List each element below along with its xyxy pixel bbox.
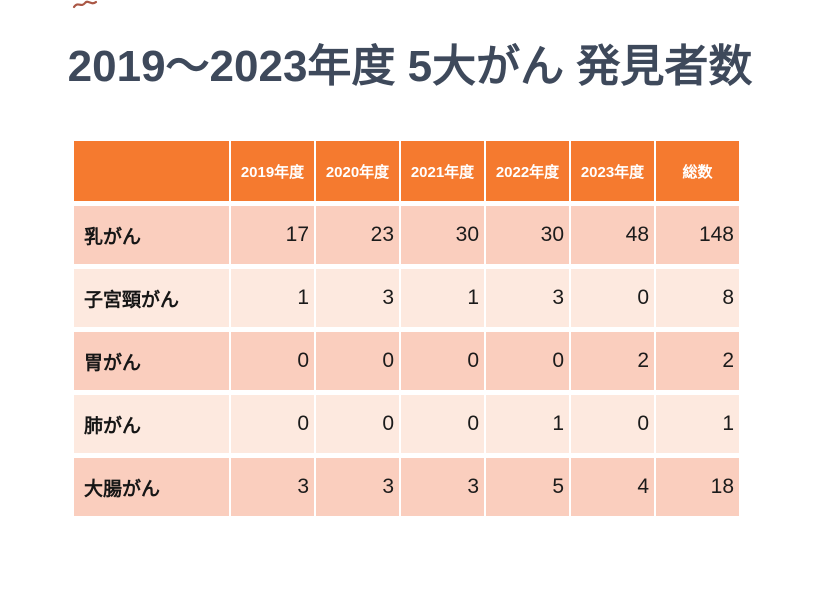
row-label: 胃がん	[74, 332, 231, 395]
data-cell: 17	[231, 206, 316, 269]
column-header-2023: 2023年度	[571, 141, 656, 206]
column-header-empty	[74, 141, 231, 206]
corner-mark	[72, 0, 98, 9]
data-cell: 30	[401, 206, 486, 269]
data-cell-total: 1	[656, 395, 739, 458]
row-label: 子宮頸がん	[74, 269, 231, 332]
data-cell: 0	[316, 395, 401, 458]
table-row-cervical-cancer: 子宮頸がん 1 3 1 3 0 8	[74, 269, 739, 332]
data-cell: 0	[231, 332, 316, 395]
table-row-breast-cancer: 乳がん 17 23 30 30 48 148	[74, 206, 739, 269]
data-cell: 1	[231, 269, 316, 332]
data-cell-total: 18	[656, 458, 739, 521]
data-cell: 0	[571, 269, 656, 332]
header-row: 2019年度 2020年度 2021年度 2022年度 2023年度 総数	[74, 141, 739, 206]
row-label: 肺がん	[74, 395, 231, 458]
table-row-colorectal-cancer: 大腸がん 3 3 3 5 4 18	[74, 458, 739, 521]
data-cell: 3	[316, 269, 401, 332]
data-cell: 0	[486, 332, 571, 395]
table-row-lung-cancer: 肺がん 0 0 0 1 0 1	[74, 395, 739, 458]
data-cell: 0	[316, 332, 401, 395]
data-cell: 3	[231, 458, 316, 521]
column-header-2019: 2019年度	[231, 141, 316, 206]
data-cell: 0	[401, 332, 486, 395]
data-cell-total: 2	[656, 332, 739, 395]
data-cell: 48	[571, 206, 656, 269]
data-cell: 2	[571, 332, 656, 395]
column-header-2022: 2022年度	[486, 141, 571, 206]
data-cell: 4	[571, 458, 656, 521]
data-cell: 3	[401, 458, 486, 521]
data-cell-total: 8	[656, 269, 739, 332]
data-cell: 0	[401, 395, 486, 458]
row-label: 大腸がん	[74, 458, 231, 521]
data-cell: 23	[316, 206, 401, 269]
column-header-2021: 2021年度	[401, 141, 486, 206]
data-cell: 3	[316, 458, 401, 521]
data-cell: 0	[571, 395, 656, 458]
data-cell: 30	[486, 206, 571, 269]
row-label: 乳がん	[74, 206, 231, 269]
data-cell-total: 148	[656, 206, 739, 269]
table-row-stomach-cancer: 胃がん 0 0 0 0 2 2	[74, 332, 739, 395]
page-title: 2019〜2023年度 5大がん 発見者数	[67, 42, 753, 91]
data-cell: 1	[401, 269, 486, 332]
column-header-total: 総数	[656, 141, 739, 206]
column-header-2020: 2020年度	[316, 141, 401, 206]
data-cell: 3	[486, 269, 571, 332]
data-cell: 5	[486, 458, 571, 521]
data-cell: 1	[486, 395, 571, 458]
cancer-detection-table: 2019年度 2020年度 2021年度 2022年度 2023年度 総数 乳が…	[74, 141, 739, 521]
data-cell: 0	[231, 395, 316, 458]
